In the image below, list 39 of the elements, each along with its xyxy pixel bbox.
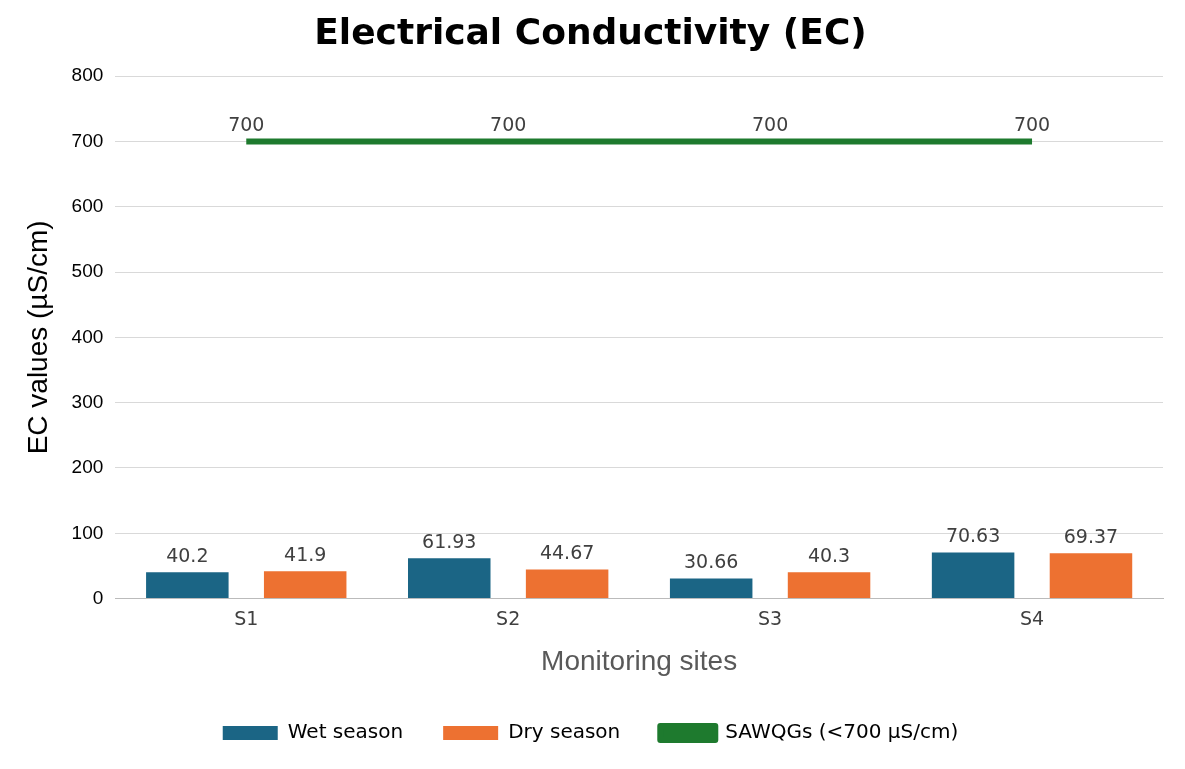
bar [408,558,491,599]
y-tick-label: 600 [71,195,104,217]
legend-label: SAWQGs (<700 µS/cm) [725,719,959,744]
y-tick-label: 0 [92,586,104,608]
legend-label: Wet season [287,719,404,744]
bar [787,572,871,599]
legend-label: Dry season [508,719,621,744]
data-label: 40.2 [166,543,209,566]
y-tick-label: 700 [71,129,104,151]
y-tick-label: 200 [71,456,104,478]
bar [669,578,753,599]
data-label: 700 [228,112,265,135]
x-tick-label: S3 [758,606,783,629]
y-tick-label: 100 [71,521,104,543]
bar [525,569,609,599]
bar [263,571,347,599]
data-label: 69.37 [1063,524,1119,547]
data-label: 41.9 [284,542,327,565]
x-tick-label: S4 [1019,606,1045,629]
x-tick-label: S2 [496,606,521,629]
y-tick-label: 400 [71,325,104,347]
y-tick-label: 300 [71,390,104,412]
data-label: 61.93 [422,529,477,552]
data-label: 30.66 [683,550,739,573]
data-label: 700 [1013,112,1051,135]
data-label: 70.63 [945,523,1001,546]
bar [1049,553,1133,599]
y-axis-title: EC values (µS/cm) [21,220,53,455]
bar [931,552,1015,599]
data-label: 700 [751,112,789,135]
y-tick-label: 500 [71,260,104,282]
y-tick-label: 800 [71,64,104,86]
x-tick-label: S1 [234,606,259,629]
chart-title: Electrical Conductivity (EC) [314,10,867,52]
bar [146,572,229,599]
x-axis-title: Monitoring sites [541,644,738,676]
data-label: 40.3 [807,543,851,566]
data-label: 700 [490,112,527,135]
data-label: 44.67 [539,540,595,563]
